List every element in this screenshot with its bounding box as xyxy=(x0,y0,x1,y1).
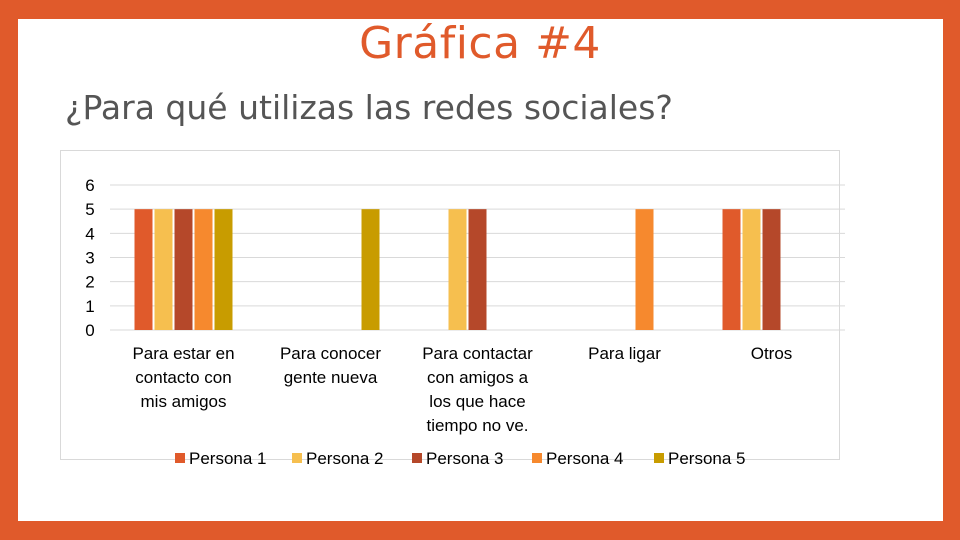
x-tick-label: Para contactar xyxy=(422,344,533,363)
bar xyxy=(134,209,153,330)
slide-title: Gráfica #4 xyxy=(359,18,601,69)
y-tick-label: 0 xyxy=(85,321,94,340)
y-tick-label: 2 xyxy=(85,273,94,292)
bar xyxy=(174,209,193,330)
y-tick-label: 4 xyxy=(85,224,94,243)
x-tick-label: Para estar en xyxy=(132,344,234,363)
bar xyxy=(762,209,781,330)
x-tick-label: gente nueva xyxy=(284,368,378,387)
legend-label: Persona 4 xyxy=(546,449,624,468)
x-tick-label: mis amigos xyxy=(141,392,227,411)
legend-swatch xyxy=(532,453,542,463)
x-tick-label: los que hace xyxy=(429,392,525,411)
legend-label: Persona 3 xyxy=(426,449,504,468)
bar xyxy=(214,209,233,330)
legend-label: Persona 1 xyxy=(189,449,267,468)
bar xyxy=(722,209,741,330)
x-tick-label: Otros xyxy=(751,344,793,363)
bar xyxy=(448,209,467,330)
bar xyxy=(361,209,380,330)
bar xyxy=(194,209,213,330)
legend-swatch xyxy=(654,453,664,463)
x-tick-label: tiempo no ve. xyxy=(426,416,528,435)
y-tick-label: 6 xyxy=(85,176,94,195)
legend-label: Persona 2 xyxy=(306,449,384,468)
y-tick-label: 3 xyxy=(85,249,94,268)
y-tick-label: 5 xyxy=(85,200,94,219)
x-tick-label: Para conocer xyxy=(280,344,381,363)
legend-swatch xyxy=(412,453,422,463)
bar xyxy=(154,209,173,330)
bar xyxy=(468,209,487,330)
legend-swatch xyxy=(292,453,302,463)
bar xyxy=(635,209,654,330)
x-tick-label: con amigos a xyxy=(427,368,529,387)
x-tick-label: contacto con xyxy=(135,368,231,387)
slide-subtitle: ¿Para qué utilizas las redes sociales? xyxy=(65,88,673,127)
bar xyxy=(742,209,761,330)
x-tick-label: Para ligar xyxy=(588,344,661,363)
y-tick-label: 1 xyxy=(85,297,94,316)
legend-label: Persona 5 xyxy=(668,449,746,468)
legend-swatch xyxy=(175,453,185,463)
